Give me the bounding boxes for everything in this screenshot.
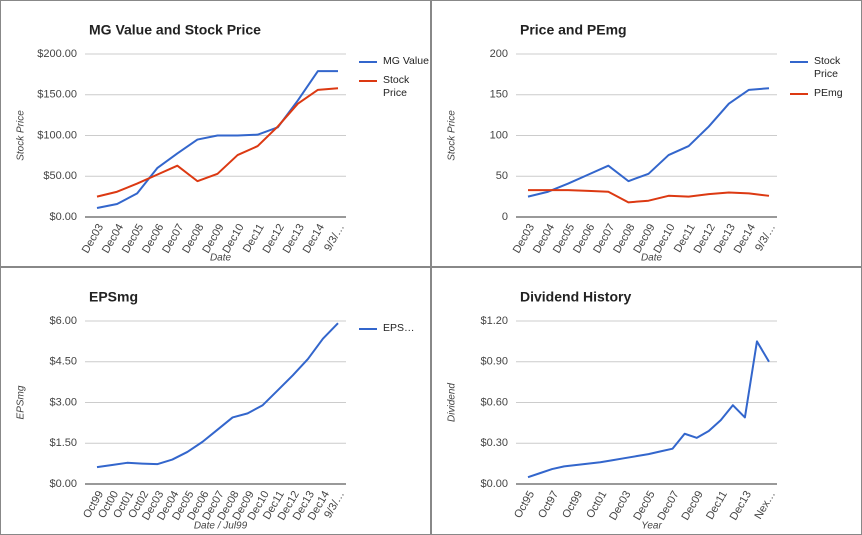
chart: Price and PEmg050100150200Dec03Dec04Dec0… [447,22,778,264]
x-tick-label: Oct95 [512,489,537,520]
y-tick-label: 50 [496,170,508,182]
legend-label: PEmg [814,87,843,99]
y-tick-label: $0.00 [480,478,508,490]
legend: Stock Price PEmg [790,55,861,106]
chart-title: EPSmg [89,289,138,305]
legend-item: Stock Price [790,55,861,81]
legend-item: PEmg [790,87,861,100]
chart: Dividend History $0.00 $0.30 $0.60 $0.90 $1.2… [447,289,778,532]
y-tick-label: 0 [502,211,508,223]
series-line [96,70,338,210]
y-tick-label: 150 [490,89,508,101]
legend-label: MG Value [383,55,429,67]
chart-title: MG Value and Stock Price [89,22,261,38]
chart-panel: MG Value and Stock Price $0.00 $50.00 $100.… [0,0,431,267]
legend: EPS… [359,322,430,341]
chart-panel: EPSmg $0.00 $1.50 $3.00 $4.50 $6.00 Oct99 Oct00… [0,267,431,535]
y-tick-label: $0.00 [49,211,77,223]
y-tick-label: $0.90 [480,356,508,368]
x-tick-label: 9/3/… [322,222,347,253]
x-tick-label: Dec11 [704,489,730,522]
y-tick-label: $100.00 [37,129,77,141]
y-tick-label: $50.00 [43,170,77,182]
chart-title: Price and PEmg [520,22,627,38]
x-tick-label: Dec05 [631,489,657,523]
y-tick-label: $0.00 [49,478,77,490]
legend: MG Value Stock Price [359,55,430,106]
y-tick-label: $0.60 [480,396,508,408]
series-line [527,340,770,479]
legend-item: Stock Price [359,74,430,100]
chart: MG Value and Stock Price $0.00 $50.00 $100.… [16,22,347,264]
x-tick-label: Oct97 [536,489,561,520]
x-tick-label: Dec13 [728,489,754,523]
x-tick-label: Nex… [752,489,778,521]
y-axis-label: Stock Price [16,110,27,161]
legend-item: MG Value [359,55,430,68]
legend-swatch [359,328,377,330]
y-tick-label: 100 [490,129,508,141]
y-axis-label: EPSmg [16,385,27,419]
series-line [527,87,770,198]
x-tick-label: Oct99 [560,489,585,520]
chart-panel: Dividend History $0.00 $0.30 $0.60 $0.90 $1.2… [431,267,862,535]
y-tick-label: 200 [490,48,508,60]
legend-label: EPS… [383,322,415,334]
chart-panel: Price and PEmg 0 50 100 150 200 Dec03 Dec04 Dec0… [431,0,862,267]
legend-swatch [790,61,808,63]
y-axis-label: Stock Price [447,110,458,161]
y-tick-label: $6.00 [49,315,77,327]
series-line [96,322,339,469]
y-tick-label: $1.50 [49,437,77,449]
x-tick-label: Dec09 [680,489,706,523]
x-tick-label: Dec03 [607,489,633,523]
legend-label: Stock Price [814,55,841,80]
y-tick-label: $4.50 [49,356,77,368]
x-axis-label: Date [210,253,232,264]
x-tick-label: 9/3/… [753,222,778,253]
y-axis-label: Dividend [447,383,458,422]
x-axis-label: Year [641,521,662,532]
y-tick-label: $200.00 [37,48,77,60]
legend-swatch [790,93,808,95]
legend-swatch [359,80,377,82]
x-tick-label: Oct01 [584,489,609,520]
x-axis-label: Date [641,253,663,264]
y-tick-label: $1.20 [480,315,508,327]
y-tick-label: $150.00 [37,89,77,101]
y-tick-label: $0.30 [480,437,508,449]
y-tick-label: $3.00 [49,396,77,408]
x-tick-label: Dec07 [655,489,681,523]
x-axis-label: Date / Jul99 [194,521,248,532]
chart: EPSmg$0.00$1.50$3.00$4.50$6.00Oct99Oct00… [16,289,347,532]
legend-swatch [359,61,377,63]
chart-title: Dividend History [520,289,631,305]
series-line [528,189,770,204]
legend-item: EPS… [359,322,430,335]
series-line [96,87,339,198]
legend-label: Stock Price [383,74,410,99]
